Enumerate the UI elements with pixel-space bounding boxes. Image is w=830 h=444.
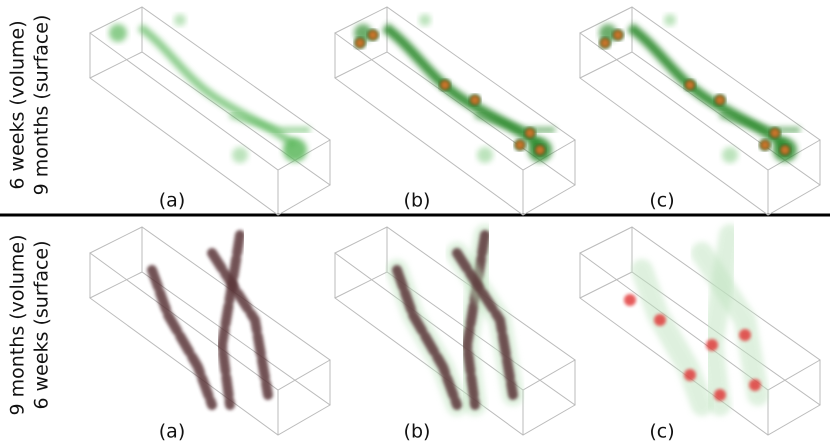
panel-label: (b)	[404, 421, 431, 443]
panel: (b)	[334, 6, 576, 216]
halo	[700, 224, 741, 416]
vessel	[216, 230, 245, 410]
spot	[514, 139, 526, 151]
spot	[654, 314, 666, 326]
panel-label: (c)	[649, 190, 674, 212]
spot	[524, 127, 536, 139]
row-label: 6 weeks (volume)	[7, 20, 29, 189]
spot	[779, 144, 791, 156]
vessel	[461, 230, 490, 410]
spot	[439, 79, 451, 91]
vessel-branch	[229, 112, 310, 133]
box-bottom	[89, 51, 331, 216]
panel: (b)	[334, 224, 576, 443]
vessel	[207, 248, 273, 400]
blob	[477, 147, 493, 163]
box-bottom	[579, 51, 821, 216]
spot	[534, 144, 546, 156]
spot	[769, 127, 781, 139]
spot	[714, 389, 726, 401]
vessel	[147, 265, 217, 410]
panel: (a)	[89, 226, 331, 443]
spot	[612, 29, 624, 41]
vessel	[452, 248, 518, 400]
spot	[599, 37, 611, 49]
panel-label: (a)	[159, 421, 185, 443]
row-label: 6 weeks (surface)	[31, 240, 53, 409]
spot	[739, 329, 751, 341]
row-label: 9 months (surface)	[31, 15, 53, 196]
spot	[367, 29, 379, 41]
box-bottom	[89, 271, 331, 436]
spot	[749, 379, 761, 391]
vessel	[392, 265, 462, 410]
panel-label: (a)	[159, 190, 185, 212]
blob	[283, 138, 307, 162]
box-bottom	[334, 51, 576, 216]
blob	[109, 24, 127, 42]
spot	[624, 294, 636, 306]
spot	[706, 339, 718, 351]
panel-label: (b)	[404, 190, 431, 212]
blob	[722, 147, 738, 163]
halo	[631, 259, 713, 416]
spot	[684, 369, 696, 381]
spot	[759, 139, 771, 151]
panel: (c)	[579, 6, 821, 216]
row-label: 9 months (volume)	[7, 235, 29, 416]
blob	[232, 147, 248, 163]
halo	[691, 242, 769, 406]
blob	[419, 14, 431, 26]
panel-label: (c)	[649, 421, 674, 443]
spot	[354, 37, 366, 49]
panel: (a)	[89, 6, 331, 216]
blob	[664, 14, 676, 26]
blob	[174, 14, 186, 26]
panel: (c)	[579, 224, 821, 443]
spot	[684, 79, 696, 91]
spot	[469, 94, 481, 106]
spot	[714, 94, 726, 106]
